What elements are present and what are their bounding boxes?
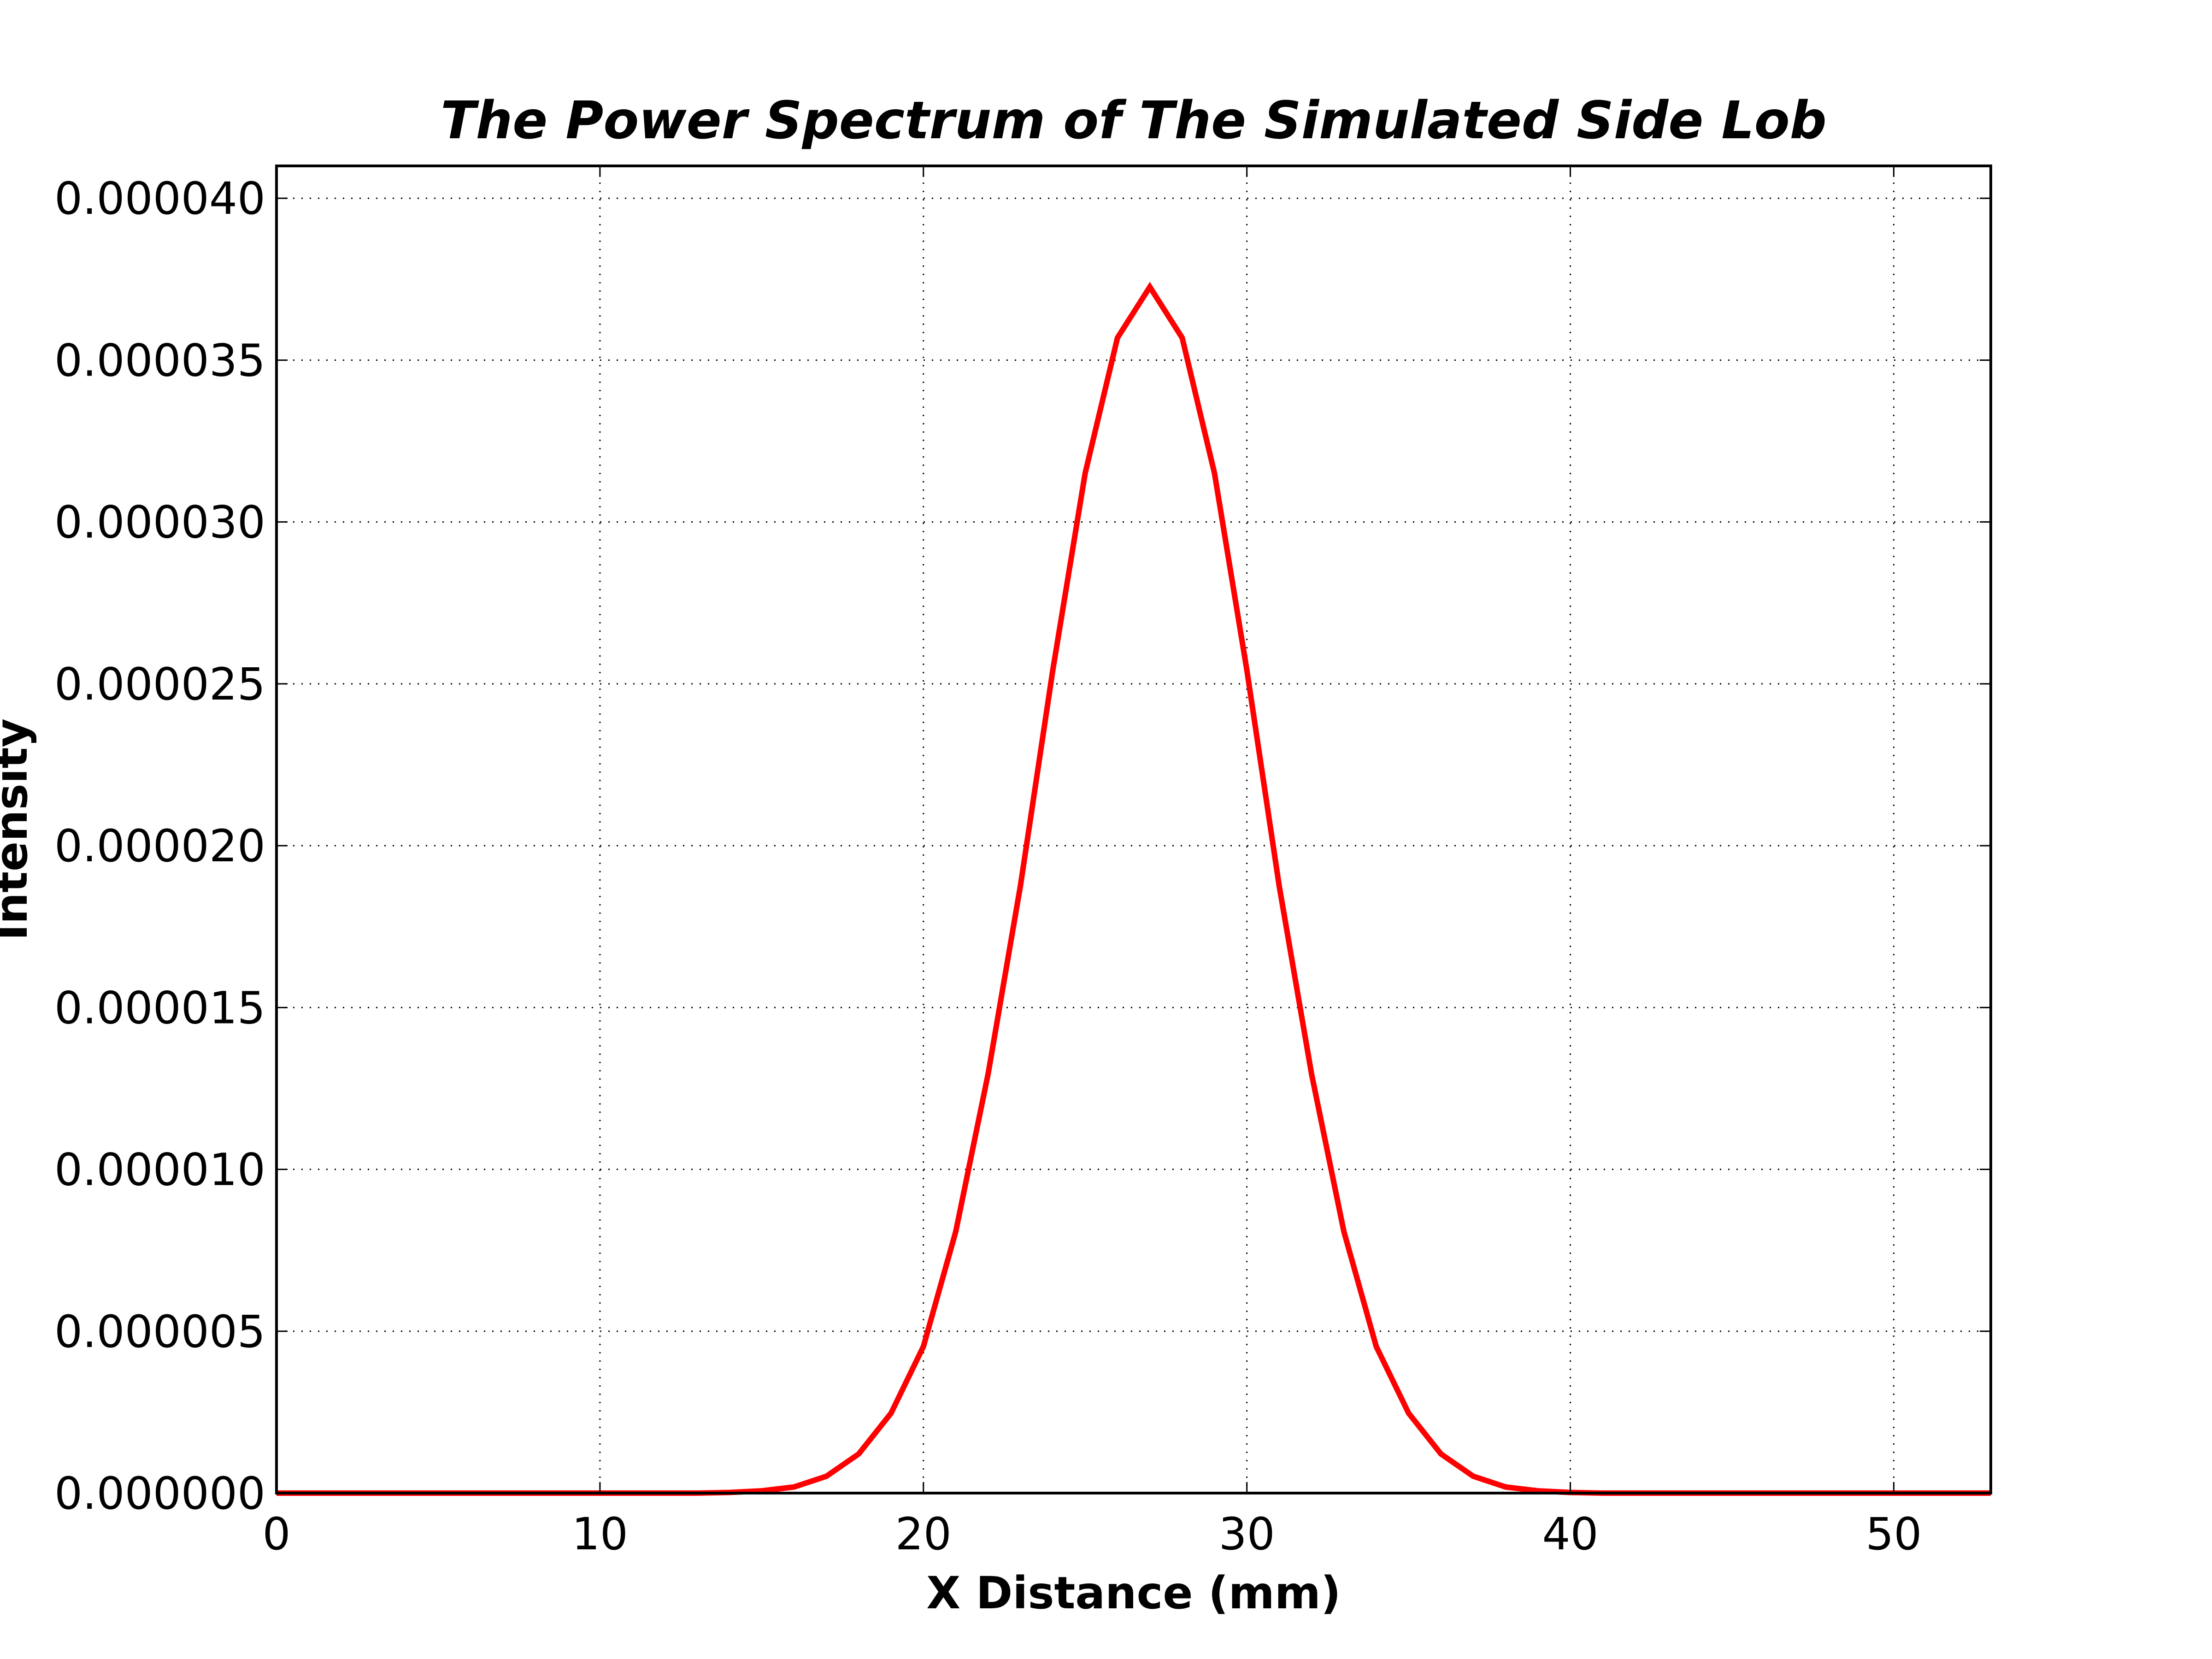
y-axis-title: Intensity [0,718,37,941]
y-tick-label: 0.000010 [54,1144,265,1196]
y-tick-label: 0.000000 [54,1468,265,1519]
axis-ticks: 0 10 20 30 40 50 0.000000 0.000005 0.000010 0.000… [54,166,1991,1560]
x-tick-label: 40 [1542,1508,1598,1560]
y-tick-label: 0.000020 [54,820,265,872]
x-tick-label: 0 [262,1508,290,1560]
x-tick-label: 10 [572,1508,628,1560]
plot-area-frame [275,165,1992,1494]
x-axis-title: X Distance (mm) [926,1567,1341,1619]
y-tick-label: 0.000015 [54,982,265,1034]
x-tick-label: 50 [1865,1508,1922,1560]
grid-lines [276,166,1991,1493]
x-tick-label: 20 [895,1508,952,1560]
y-tick-label: 0.000035 [54,335,265,386]
y-tick-label: 0.000040 [54,173,265,224]
x-tick-label: 30 [1219,1508,1275,1560]
y-tick-label: 0.000030 [54,497,265,548]
y-tick-label: 0.000005 [54,1306,265,1358]
y-tick-label: 0.000025 [54,659,265,710]
chart-title: The Power Spectrum of The Simulated Side… [441,91,1827,151]
series-line-0 [276,282,1991,1496]
series-layer [276,282,1991,1496]
